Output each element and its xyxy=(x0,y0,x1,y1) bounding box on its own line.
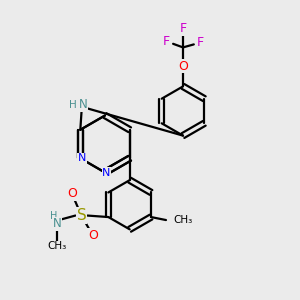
Text: O: O xyxy=(178,60,188,73)
Text: N: N xyxy=(102,167,111,178)
Text: O: O xyxy=(88,229,98,242)
Text: N: N xyxy=(78,153,86,163)
Text: N: N xyxy=(79,98,88,111)
Text: CH₃: CH₃ xyxy=(173,215,193,225)
Text: CH₃: CH₃ xyxy=(48,242,67,251)
Text: F: F xyxy=(179,22,187,35)
Text: N: N xyxy=(53,217,62,230)
Text: F: F xyxy=(163,35,170,48)
Text: H: H xyxy=(50,212,57,221)
Text: H: H xyxy=(69,100,77,110)
Text: S: S xyxy=(76,208,86,223)
Text: F: F xyxy=(197,36,204,50)
Text: O: O xyxy=(68,188,77,200)
